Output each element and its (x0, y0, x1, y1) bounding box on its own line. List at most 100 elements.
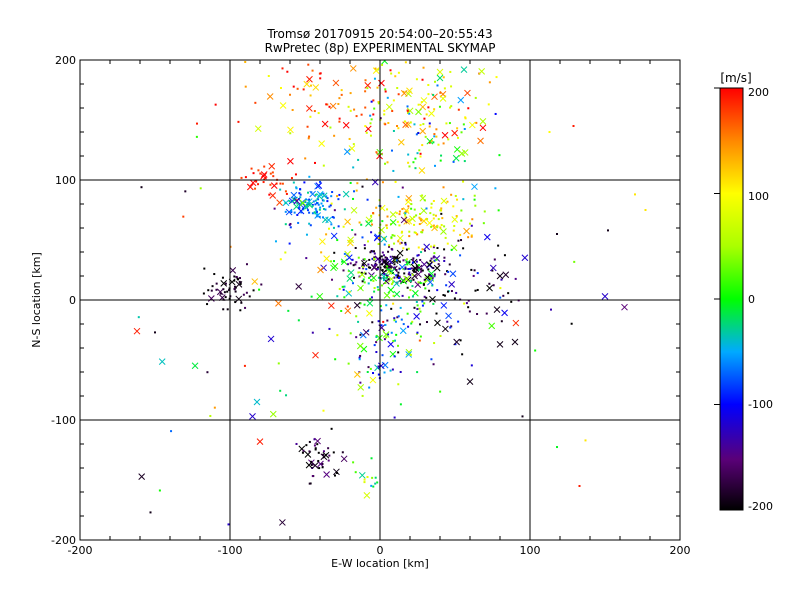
data-point-cross (158, 358, 166, 365)
data-point-dot (471, 218, 474, 221)
data-point-dot (381, 354, 384, 357)
data-point-dot (399, 279, 402, 282)
data-point-dot (322, 450, 325, 453)
data-point-cross (439, 95, 447, 102)
data-point-dot (341, 285, 344, 288)
data-point-dot (439, 390, 442, 393)
data-point-dot (499, 287, 502, 290)
data-point-dot (292, 181, 295, 184)
data-point-cross (253, 398, 261, 406)
data-point-dot (422, 66, 425, 69)
data-point-dot (279, 182, 282, 185)
data-point-dot (404, 212, 407, 215)
data-point-dot (411, 295, 414, 298)
data-point-dot (433, 244, 436, 247)
data-point-dot (474, 96, 477, 99)
data-point-cross (426, 137, 434, 145)
data-point-cross (402, 121, 409, 129)
data-point-dot (476, 313, 479, 316)
data-point-dot (312, 200, 315, 203)
data-point-dot (399, 242, 402, 245)
data-point-dot (463, 302, 466, 305)
data-point-dot (572, 125, 575, 127)
data-point-dot (240, 176, 243, 179)
data-point-cross (363, 491, 371, 499)
data-point-dot (388, 244, 391, 247)
data-point-cross (371, 263, 378, 271)
data-point-dot (364, 106, 367, 109)
data-point-dot (406, 105, 409, 108)
data-point-dot (316, 213, 319, 216)
data-point-cross (400, 216, 408, 224)
data-point-dot (221, 276, 224, 279)
data-point-dot (243, 364, 246, 367)
data-point-dot (389, 369, 392, 372)
data-point-dot (430, 257, 433, 260)
data-point-dot (450, 105, 453, 108)
data-point-dot (607, 229, 609, 232)
data-point-dot (417, 246, 420, 249)
data-point-dot (279, 258, 282, 261)
data-point-dot (332, 216, 335, 219)
data-point-cross (405, 194, 413, 202)
data-point-dot (361, 236, 364, 239)
data-point-dot (420, 251, 423, 254)
data-point-dot (433, 342, 436, 345)
data-point-dot (307, 63, 310, 66)
data-point-dot (391, 234, 394, 237)
data-point-cross (318, 140, 326, 148)
data-point-dot (321, 466, 324, 469)
data-point-dot (414, 157, 417, 160)
data-point-cross (393, 290, 401, 298)
data-point-dot (328, 205, 331, 208)
data-point-dot (244, 60, 247, 63)
data-point-dot (357, 320, 360, 323)
data-point-dot (358, 267, 361, 270)
data-point-cross (316, 190, 324, 198)
data-point-dot (430, 139, 433, 142)
data-point-dot (391, 110, 394, 113)
data-point-dot (442, 294, 445, 297)
data-point-dot (419, 258, 422, 261)
data-point-dot (416, 233, 419, 236)
data-point-dot (285, 394, 288, 397)
data-point-dot (374, 262, 377, 265)
data-point-dot (393, 242, 396, 245)
data-point-dot (470, 364, 473, 367)
data-point-dot (416, 331, 419, 334)
data-point-dot (372, 372, 375, 375)
data-point-dot (308, 440, 311, 443)
data-point-dot (308, 198, 311, 201)
data-point-dot (416, 254, 419, 257)
data-point-dot (467, 107, 470, 110)
data-point-dot (422, 123, 425, 126)
data-point-dot (377, 237, 380, 240)
data-point-dot (239, 282, 242, 285)
data-point-dot (377, 276, 380, 279)
data-point-dot (319, 206, 322, 209)
data-point-cross (436, 74, 444, 82)
data-point-dot (369, 114, 372, 117)
data-point-dot (482, 222, 485, 225)
x-tick-label: 0 (377, 544, 384, 557)
data-point-cross (378, 79, 385, 87)
data-point-cross (365, 220, 372, 227)
data-point-dot (398, 213, 401, 216)
data-point-cross (442, 325, 449, 333)
data-point-dot (397, 240, 400, 243)
data-point-dot (369, 266, 372, 269)
colorbar-tick-label: 0 (748, 293, 755, 306)
data-point-dot (448, 263, 451, 266)
data-point-dot (359, 354, 362, 357)
data-point-dot (410, 267, 413, 270)
data-point-dot (340, 310, 343, 313)
data-point-dot (370, 484, 373, 487)
data-point-cross (364, 82, 372, 89)
data-point-dot (373, 264, 376, 267)
data-point-dot (322, 192, 325, 195)
data-point-dot (394, 259, 397, 262)
data-point-dot (321, 204, 324, 207)
data-point-dot (475, 121, 478, 124)
data-point-dot (311, 69, 314, 72)
data-point-dot (407, 161, 410, 164)
